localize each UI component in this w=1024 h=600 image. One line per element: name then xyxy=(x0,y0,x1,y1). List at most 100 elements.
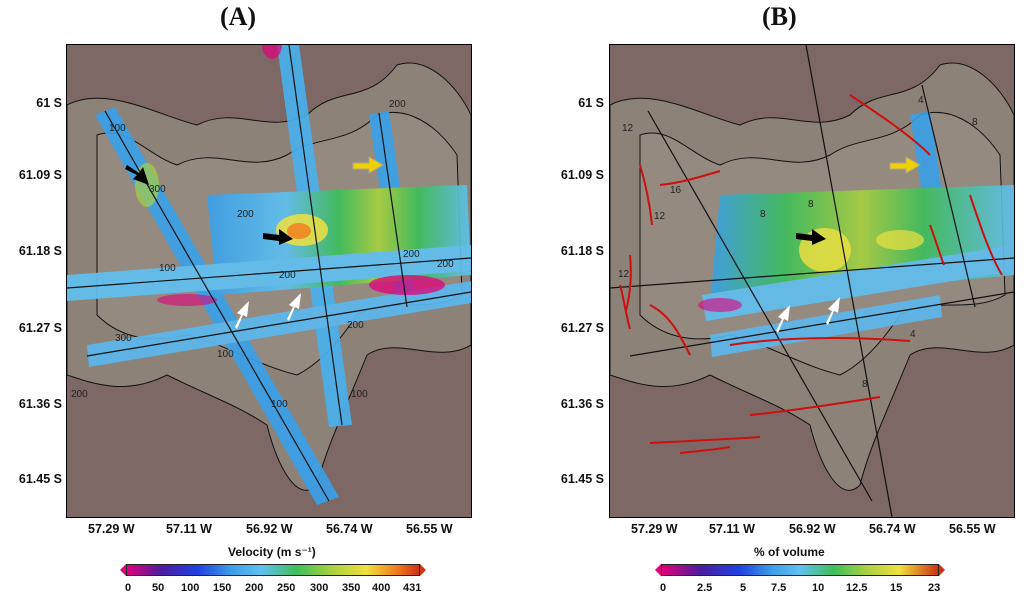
panel-a-title: (A) xyxy=(220,2,257,31)
contour-label: 200 xyxy=(237,209,254,220)
x-tick-label: 56.74 W xyxy=(869,522,916,536)
contour-label: 200 xyxy=(347,320,364,331)
y-tick-label: 61.45 S xyxy=(18,472,62,486)
contour-label: 100 xyxy=(109,123,126,134)
map-a-svg: 100 200 300 200 100 200 200 300 200 100 … xyxy=(67,45,471,517)
colorbar-b-title: % of volume xyxy=(754,545,825,559)
contour-labels: 12 16 8 12 8 4 8 12 4 8 xyxy=(618,95,978,390)
x-tick-label: 56.92 W xyxy=(789,522,836,536)
x-tick-label: 56.92 W xyxy=(246,522,293,536)
y-tick-label: 61.09 S xyxy=(18,168,62,182)
y-tick-label: 61.36 S xyxy=(18,397,62,411)
contour-label: 200 xyxy=(389,99,406,110)
x-tick-label: 57.29 W xyxy=(631,522,678,536)
y-tick-label: 61.18 S xyxy=(18,244,62,258)
y-tick-label: 61.09 S xyxy=(560,168,604,182)
contour-label: 100 xyxy=(271,399,288,410)
colorbar-a-tick: 300 xyxy=(310,582,329,594)
colorbar-b-tick: 10 xyxy=(812,582,825,594)
contour-label: 300 xyxy=(149,184,166,195)
contour-label: 200 xyxy=(71,389,88,400)
colorbar-arrow-left xyxy=(655,564,661,576)
colorbar-a-tick: 100 xyxy=(181,582,200,594)
y-tick-label: 61 S xyxy=(578,96,604,110)
contour-labels: 100 200 300 200 100 200 200 300 200 100 … xyxy=(71,99,454,410)
contour-label: 200 xyxy=(437,259,454,270)
y-tick-label: 61.18 S xyxy=(560,244,604,258)
contour-label: 300 xyxy=(115,333,132,344)
colorbar-b-tick: 15 xyxy=(890,582,903,594)
y-tick-label: 61.27 S xyxy=(560,321,604,335)
black-arrow-nw xyxy=(125,165,149,185)
colorbar-b-tick: 5 xyxy=(740,582,747,594)
x-tick-label: 57.11 W xyxy=(709,522,755,536)
x-tick-label: 56.55 W xyxy=(406,522,453,536)
annotation-arrows xyxy=(776,156,922,333)
x-tick-label: 57.29 W xyxy=(88,522,135,536)
contour-label: 200 xyxy=(403,249,420,260)
hotspot-magenta-east xyxy=(369,275,445,295)
contour-label: 8 xyxy=(862,379,868,390)
colorbar-b-tick: 2.5 xyxy=(697,582,713,594)
colorbar-a-tick: 200 xyxy=(245,582,264,594)
contour-label: 12 xyxy=(618,269,630,280)
contour-label: 200 xyxy=(279,270,296,281)
colorbar-arrow-right xyxy=(939,564,945,576)
black-arrow-center xyxy=(796,229,826,245)
track-lines xyxy=(610,45,1014,517)
colorbar-b-tick: 12.5 xyxy=(846,582,868,594)
map-panel-a: 100 200 300 200 100 200 200 300 200 100 … xyxy=(66,44,472,518)
white-arrow-right xyxy=(826,297,840,325)
contour-label: 8 xyxy=(972,117,978,128)
contour-label: 16 xyxy=(670,185,682,196)
contour-label: 8 xyxy=(808,199,814,210)
colorbar-a-gradient xyxy=(126,564,420,576)
colorbar-a-tick: 400 xyxy=(372,582,391,594)
colorbar-a-tick: 0 xyxy=(125,582,132,594)
colorbar-b-tick: 0 xyxy=(660,582,667,594)
colorbar-b-tick: 7.5 xyxy=(771,582,787,594)
contour-label: 8 xyxy=(760,209,766,220)
white-arrow-left xyxy=(776,305,790,333)
y-tick-label: 61.45 S xyxy=(560,472,604,486)
colorbar-b-tick: 23 xyxy=(928,582,941,594)
black-arrow-center xyxy=(263,229,293,245)
contour-label: 12 xyxy=(654,211,666,222)
panel-b-title: (B) xyxy=(762,2,797,31)
x-tick-label: 57.11 W xyxy=(166,522,212,536)
contour-label: 100 xyxy=(217,349,234,360)
contour-label: 4 xyxy=(910,329,916,340)
y-tick-label: 61.36 S xyxy=(560,397,604,411)
colorbar-a-tick: 150 xyxy=(213,582,232,594)
hotspot-orange xyxy=(287,223,311,239)
hotspot-magenta-west xyxy=(157,294,217,306)
white-arrow-right xyxy=(287,293,301,321)
x-tick-label: 56.55 W xyxy=(949,522,996,536)
y-tick-label: 61.27 S xyxy=(18,321,62,335)
white-arrow-left xyxy=(235,301,249,329)
hotspot-magenta-north xyxy=(262,45,282,59)
yellow-arrow xyxy=(889,156,922,174)
colorbar-arrow-right xyxy=(420,564,426,576)
map-panel-b: 12 16 8 12 8 4 8 12 4 8 xyxy=(609,44,1015,518)
contour-label: 4 xyxy=(918,95,924,106)
colorbar-a-tick: 350 xyxy=(342,582,361,594)
fault-lines xyxy=(619,94,1003,454)
colorbar-a-tick: 250 xyxy=(277,582,296,594)
colorbar-a-tick: 431 xyxy=(403,582,422,594)
annotation-arrows xyxy=(125,156,385,329)
colorbar-arrow-left xyxy=(120,564,126,576)
map-b-svg: 12 16 8 12 8 4 8 12 4 8 xyxy=(610,45,1014,517)
colorbar-b xyxy=(655,564,945,576)
contour-label: 100 xyxy=(351,389,368,400)
yellow-arrow xyxy=(352,156,385,174)
track-lines xyxy=(67,45,471,502)
x-tick-label: 56.74 W xyxy=(326,522,373,536)
colorbar-a-title: Velocity (m s⁻¹) xyxy=(228,545,316,559)
colorbar-a-tick: 50 xyxy=(152,582,165,594)
colorbar-a xyxy=(120,564,426,576)
hotspot-yellow-east xyxy=(876,230,924,250)
y-tick-label: 61 S xyxy=(36,96,62,110)
hotspot-magenta xyxy=(698,298,742,312)
colorbar-b-gradient xyxy=(661,564,939,576)
